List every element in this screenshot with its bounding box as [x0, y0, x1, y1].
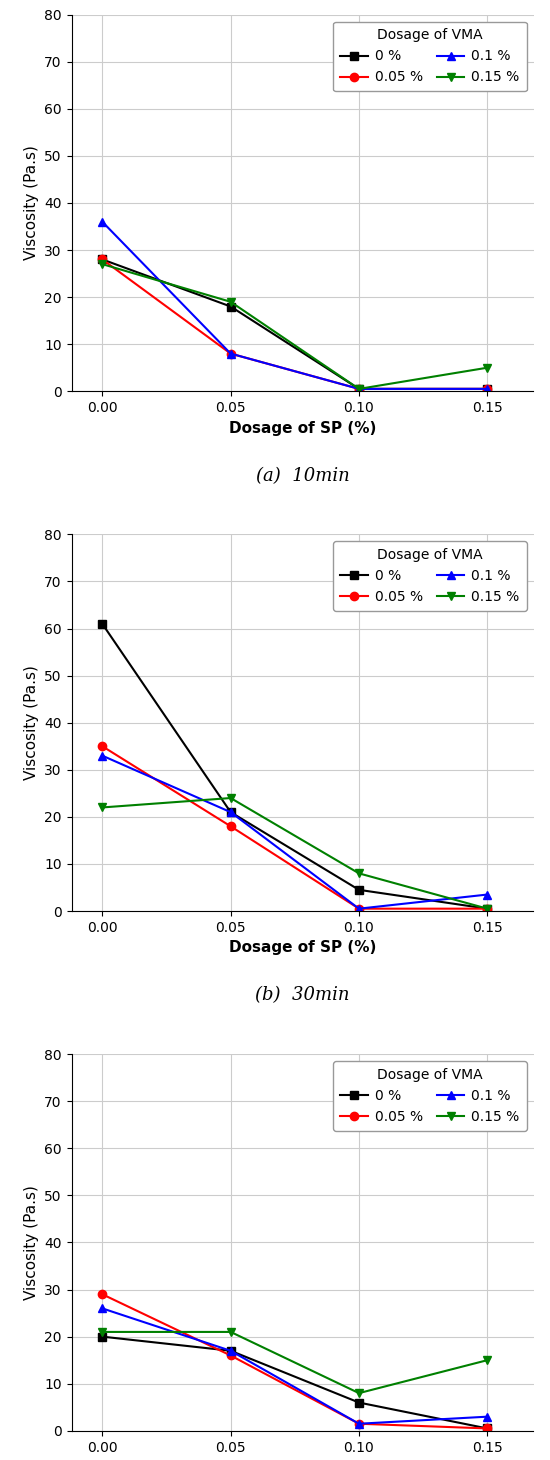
Line: 0.1 %: 0.1 %: [98, 1304, 492, 1428]
0 %: [227, 298, 234, 315]
Text: (a)  10min: (a) 10min: [256, 467, 349, 485]
0.1 %: [484, 1407, 491, 1425]
0 %: [484, 899, 491, 917]
X-axis label: Dosage of SP (%): Dosage of SP (%): [229, 420, 376, 435]
Line: 0 %: 0 %: [98, 619, 492, 912]
Y-axis label: Viscosity (Pa.s): Viscosity (Pa.s): [24, 146, 38, 260]
0 %: [99, 615, 106, 632]
0.1 %: [227, 803, 234, 821]
0.05 %: [99, 251, 106, 269]
0.1 %: [99, 1299, 106, 1317]
X-axis label: Dosage of SP (%): Dosage of SP (%): [229, 940, 376, 955]
Line: 0.15 %: 0.15 %: [98, 260, 492, 393]
0.15 %: [227, 293, 234, 311]
Legend: 0 %, 0.05 %, 0.1 %, 0.15 %: 0 %, 0.05 %, 0.1 %, 0.15 %: [333, 1061, 526, 1132]
0.05 %: [99, 737, 106, 755]
0 %: [356, 880, 362, 898]
0.1 %: [227, 345, 234, 362]
0.1 %: [356, 1415, 362, 1432]
0 %: [227, 803, 234, 821]
0 %: [356, 380, 362, 397]
0.05 %: [356, 899, 362, 917]
0.1 %: [484, 380, 491, 397]
0.05 %: [227, 1346, 234, 1364]
0.1 %: [356, 899, 362, 917]
0.05 %: [99, 1285, 106, 1302]
0.15 %: [484, 899, 491, 917]
0.15 %: [484, 1352, 491, 1369]
0 %: [99, 251, 106, 269]
Line: 0.05 %: 0.05 %: [98, 1291, 492, 1432]
Legend: 0 %, 0.05 %, 0.1 %, 0.15 %: 0 %, 0.05 %, 0.1 %, 0.15 %: [333, 542, 526, 612]
0.05 %: [484, 1419, 491, 1437]
0.15 %: [99, 1323, 106, 1340]
0.05 %: [484, 899, 491, 917]
0.1 %: [99, 748, 106, 765]
0.15 %: [356, 864, 362, 882]
0.15 %: [99, 255, 106, 273]
0.15 %: [356, 1384, 362, 1402]
Line: 0.1 %: 0.1 %: [98, 752, 492, 912]
0 %: [227, 1342, 234, 1359]
0 %: [484, 1419, 491, 1437]
0.05 %: [227, 818, 234, 835]
0.15 %: [484, 359, 491, 377]
0.15 %: [227, 790, 234, 807]
Line: 0.05 %: 0.05 %: [98, 742, 492, 912]
0.05 %: [227, 345, 234, 362]
0.15 %: [99, 799, 106, 816]
0.1 %: [356, 380, 362, 397]
0 %: [356, 1394, 362, 1412]
0.15 %: [227, 1323, 234, 1340]
0.1 %: [99, 213, 106, 231]
0.05 %: [484, 380, 491, 397]
Y-axis label: Viscosity (Pa.s): Viscosity (Pa.s): [24, 666, 38, 780]
0.15 %: [356, 380, 362, 397]
Line: 0 %: 0 %: [98, 1333, 492, 1432]
0.1 %: [227, 1342, 234, 1359]
Line: 0 %: 0 %: [98, 255, 492, 393]
0.1 %: [484, 886, 491, 904]
Y-axis label: Viscosity (Pa.s): Viscosity (Pa.s): [24, 1186, 38, 1299]
Legend: 0 %, 0.05 %, 0.1 %, 0.15 %: 0 %, 0.05 %, 0.1 %, 0.15 %: [333, 22, 526, 92]
Text: (b)  30min: (b) 30min: [255, 987, 350, 1004]
0.05 %: [356, 1415, 362, 1432]
Line: 0.1 %: 0.1 %: [98, 218, 492, 393]
0 %: [99, 1329, 106, 1346]
Line: 0.05 %: 0.05 %: [98, 255, 492, 393]
0.05 %: [356, 380, 362, 397]
Line: 0.15 %: 0.15 %: [98, 794, 492, 912]
Line: 0.15 %: 0.15 %: [98, 1327, 492, 1397]
0 %: [484, 380, 491, 397]
